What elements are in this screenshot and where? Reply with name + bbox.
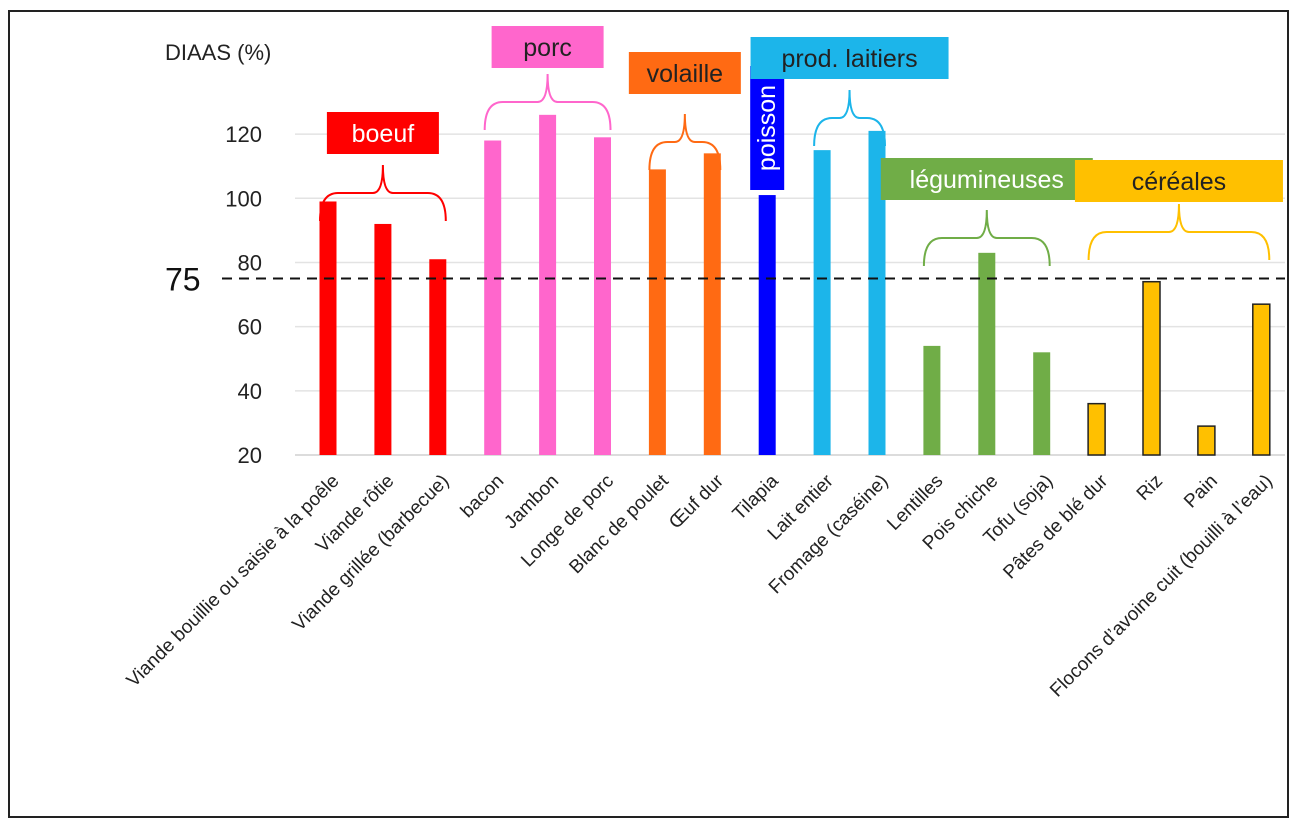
group-label: volaille — [647, 60, 723, 88]
group-label: légumineuses — [910, 166, 1064, 194]
bar — [484, 140, 502, 455]
y-axis-label: DIAAS (%) — [165, 40, 271, 65]
group-bracket — [1087, 203, 1271, 261]
bar — [1033, 352, 1051, 455]
y-ticks: 20 40 60 80 100 120 — [225, 122, 262, 468]
group-label: céréales — [1132, 168, 1227, 196]
bar — [978, 252, 996, 455]
group-label-box — [880, 158, 1093, 200]
group-label: boeuf — [352, 120, 415, 148]
bar — [1252, 303, 1271, 456]
bar — [374, 223, 392, 455]
bar — [594, 137, 611, 456]
bar — [648, 169, 666, 455]
bar — [703, 153, 721, 455]
x-tick-label: Viande bouillie ou saisie à la poêle — [123, 471, 344, 692]
y-tick-label: 80 — [238, 250, 262, 275]
bars — [319, 114, 1271, 456]
group-label-box — [628, 52, 741, 94]
x-tick-label: Blanc de poulet — [565, 470, 673, 578]
group-label-box — [750, 66, 785, 190]
group-bracket — [319, 164, 447, 222]
bar — [429, 259, 447, 455]
bar — [1142, 280, 1161, 456]
chart-frame — [8, 10, 1289, 818]
group-label-box — [491, 26, 604, 68]
group-bracket — [483, 73, 612, 131]
bar — [868, 130, 886, 455]
y-tick-label: 100 — [225, 186, 262, 211]
group-bracket — [922, 209, 1051, 267]
bar — [758, 195, 776, 455]
x-tick-label: Pain — [1180, 471, 1222, 513]
bar — [539, 114, 557, 455]
group-label: porc — [523, 34, 572, 62]
bar — [319, 201, 337, 455]
gridlines — [295, 133, 1285, 456]
group-label-box — [1074, 160, 1283, 202]
group-label: poisson — [753, 85, 781, 171]
x-tick-label: Tilapia — [729, 470, 783, 524]
x-tick-label: Riz — [1133, 471, 1167, 505]
bar — [813, 150, 831, 456]
bar — [923, 345, 941, 455]
group-label-box — [750, 37, 949, 79]
x-tick-labels: Viande bouillie ou saisie à la poêleVian… — [123, 470, 1277, 701]
reference-line-label: 75 — [165, 262, 201, 298]
bar — [1197, 425, 1216, 456]
y-tick-label: 60 — [238, 315, 262, 340]
group-bracket — [648, 113, 722, 171]
x-tick-label: Pâtes de blé dur — [999, 470, 1112, 583]
y-tick-label: 20 — [238, 443, 262, 468]
y-tick-label: 40 — [238, 379, 262, 404]
group-label: prod. laitiers — [781, 45, 917, 73]
bar — [1087, 402, 1106, 456]
group-label-box — [326, 112, 439, 154]
x-tick-label: bacon — [457, 471, 508, 522]
x-tick-label: Œuf dur — [665, 470, 728, 533]
group-bracket — [813, 89, 886, 147]
y-tick-label: 120 — [225, 122, 262, 147]
